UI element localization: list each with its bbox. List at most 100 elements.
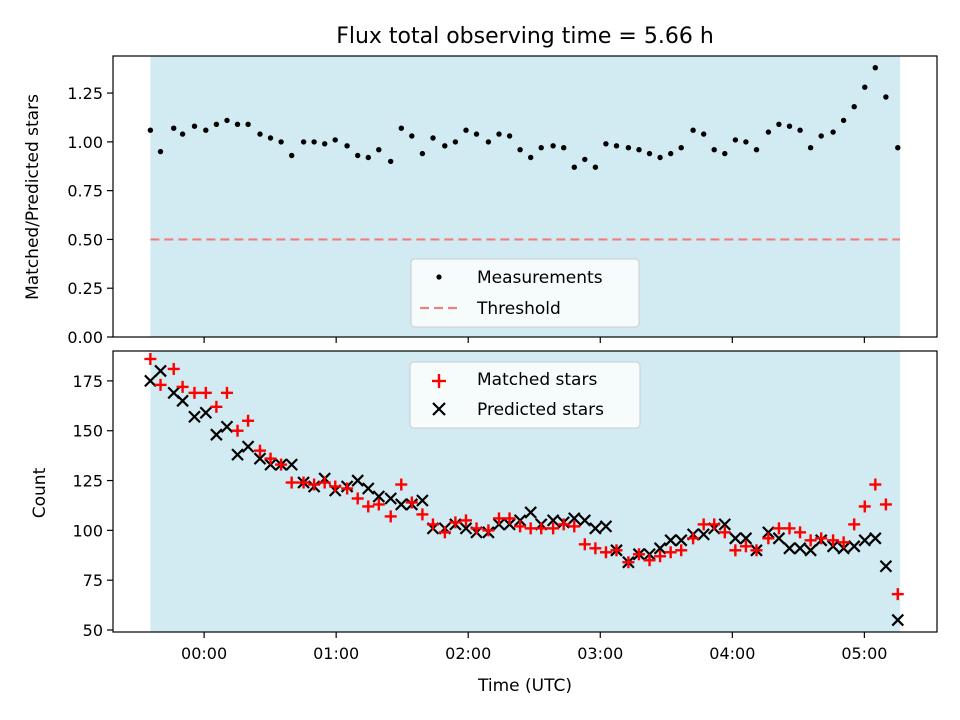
bottom-data-points [144,352,905,627]
measurement-point [571,164,577,170]
bottom-x-ticks: 00:00 01:00 02:00 03:00 04:00 05:00 [181,632,887,663]
matched-stars-point [459,514,472,527]
matched-stars-point [253,444,266,457]
matched-stars-point [675,544,688,557]
top-chart-title: Flux total observing time = 5.66 h [336,24,714,49]
measurement-point [398,125,404,131]
predicted-stars-point [384,492,397,505]
measurement-point [840,117,847,124]
matched-stars-point [654,550,667,563]
predicted-stars-point [459,522,473,535]
predicted-stars-point [199,406,213,420]
matched-stars-point [729,544,742,557]
measurement-point [267,135,274,141]
top-data-points [147,65,901,170]
matched-stars-point [154,378,167,391]
matched-stars-point [405,496,418,509]
top-y-tick-label: 0.25 [67,279,103,298]
predicted-stars-point [697,528,710,541]
matched-stars-point [210,400,223,413]
measurement-point [430,135,436,141]
measurement-point [538,145,544,151]
measurement-point [818,133,824,139]
predicted-stars-point [891,613,905,627]
measurement-point [678,145,684,151]
measurement-point [830,129,836,135]
bottom-y-tick-label: 100 [72,521,103,540]
x-axis-label: Time (UTC) [477,676,572,696]
measurement-point [786,123,793,129]
measurement-point [872,65,878,71]
predicted-stars-point [858,534,872,547]
top-y-tick-label: 0.50 [67,230,103,249]
legend-measurements-marker [436,274,442,280]
matched-stars-point [815,532,828,545]
measurement-point [722,150,728,157]
matched-stars-point [482,524,495,537]
measurement-point [213,121,220,128]
matched-stars-point [739,540,752,553]
predicted-stars-point [718,518,732,531]
legend-predicted-marker [432,402,446,416]
matched-stars-point [664,546,677,559]
matched-stars-point [794,526,807,539]
matched-stars-point [438,526,451,539]
measurement-point [157,148,164,155]
measurement-point [561,145,567,151]
measurement-point [485,139,492,145]
predicted-stars-point [241,440,255,453]
matched-stars-point [610,544,623,557]
predicted-stars-point [176,394,189,408]
matched-stars-point [362,500,375,513]
bottom-y-tick-label: 125 [72,472,103,491]
measurement-point [636,147,642,153]
bottom-x-tick-label: 02:00 [445,644,491,663]
measurement-point [776,121,782,128]
measurement-point [625,145,632,151]
top-x-ticks [203,337,865,343]
top-y-tick-label: 1.00 [67,133,103,152]
bottom-legend-box [409,361,641,429]
matched-stars-point [514,520,527,533]
predicted-stars-point [524,506,537,519]
measurement-point [452,139,459,145]
top-plot-frame [112,55,938,338]
matched-stars-point [827,534,840,547]
measurement-point [646,150,653,157]
matched-stars-point [718,526,731,539]
measurement-point [442,143,448,149]
measurement-point [245,121,251,128]
legend-matched-label: Matched stars [477,370,597,390]
matched-stars-point [589,542,602,555]
predicted-stars-point [231,448,244,461]
matched-stars-point [599,546,612,559]
predicted-stars-point [253,452,267,465]
measurement-point [765,129,772,135]
measurement-point [603,141,609,147]
measurement-point [668,150,674,157]
bottom-y-ticks: 50 75 100 125 150 175 [72,372,113,640]
predicted-stars-point [739,532,753,545]
matched-stars-point [869,478,882,491]
measurement-point [332,137,338,143]
matched-stars-point [285,476,298,489]
predicted-stars-point [546,514,560,527]
top-y-tick-label: 0.75 [67,182,103,201]
matched-stars-point [416,508,429,521]
measurement-point [171,125,177,131]
matched-stars-point [167,362,180,375]
predicted-stars-point [372,490,386,503]
legend-predicted-label: Predicted stars [477,400,604,420]
bottom-y-tick-label: 175 [72,372,103,391]
measurement-point [355,152,361,159]
measurement-point [191,123,198,129]
matched-stars-point [341,482,354,495]
predicted-stars-point [804,544,817,557]
measurement-point [701,131,707,137]
predicted-stars-point [869,532,882,545]
measurement-point [376,147,382,153]
matched-stars-point [242,414,255,427]
top-y-tick-label: 1.25 [67,84,103,103]
bottom-x-tick-label: 01:00 [313,644,359,663]
